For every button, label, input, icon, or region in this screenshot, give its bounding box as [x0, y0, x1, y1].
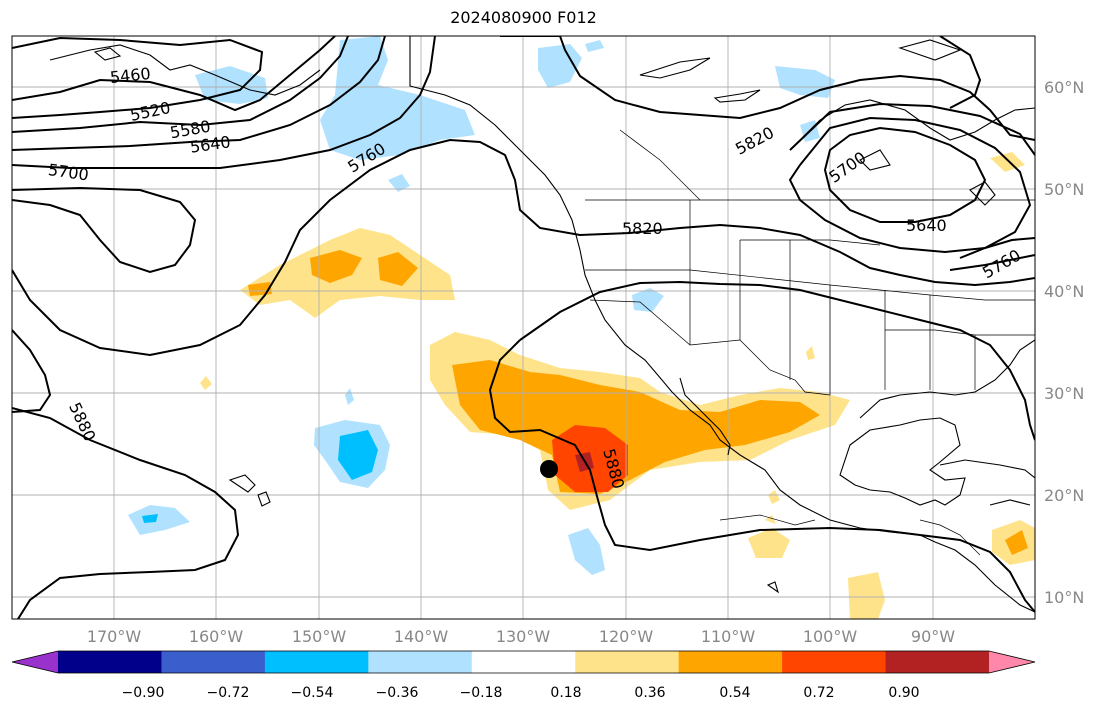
coastlines: [49, 36, 1035, 613]
lon-label: 130°W: [496, 627, 551, 646]
lon-label: 100°W: [803, 627, 858, 646]
colorbar-tick: 0.54: [719, 685, 750, 701]
colorbar-segment: [12, 651, 58, 673]
colorbar-tick: −0.54: [291, 685, 334, 701]
height-contours: [12, 36, 1035, 619]
lon-label: 90°W: [911, 627, 955, 646]
colorbar-segment: [575, 651, 680, 673]
colorbar-segment: [471, 651, 576, 673]
positive-anomaly-shading: [200, 152, 1035, 619]
colorbar-tick: −0.18: [460, 685, 503, 701]
lon-label: 160°W: [189, 627, 244, 646]
lat-label: 40°N: [1044, 282, 1084, 301]
colorbar-tick: −0.36: [376, 685, 419, 701]
colorbar-segment: [885, 651, 990, 673]
lat-label: 30°N: [1044, 384, 1084, 403]
borders: [409, 36, 1035, 556]
lat-label: 50°N: [1044, 180, 1084, 199]
map-content: 5460 5520 5580 5640 5700 5760 5820 5820 …: [12, 36, 1035, 619]
lon-label: 140°W: [394, 627, 449, 646]
lon-label: 150°W: [292, 627, 347, 646]
latitude-labels: 60°N 50°N 40°N 30°N 20°N 10°N: [1044, 78, 1084, 607]
graticule: [12, 36, 1035, 619]
colorbar-segment: [782, 651, 887, 673]
negative-anomaly-shading: [128, 36, 835, 575]
colorbar-segment: [989, 651, 1035, 673]
colorbar-segment: [678, 651, 783, 673]
lat-label: 20°N: [1044, 486, 1084, 505]
colorbar-segment: [264, 651, 369, 673]
colorbar-tick: −0.72: [207, 685, 250, 701]
colorbar-segment: [161, 651, 266, 673]
longitude-labels: 170°W 160°W 150°W 140°W 130°W 120°W 110°…: [87, 627, 955, 646]
colorbar-tick: −0.90: [122, 685, 165, 701]
colorbar-tick: 0.18: [550, 685, 581, 701]
colorbar-tick: 0.72: [803, 685, 834, 701]
contour-label: 5640: [906, 216, 947, 235]
lat-label: 60°N: [1044, 78, 1084, 97]
colorbar-segment: [368, 651, 473, 673]
colorbar-ticks: −0.90 −0.72 −0.54 −0.36 −0.18 0.18 0.36 …: [122, 685, 920, 701]
lon-label: 120°W: [599, 627, 654, 646]
lon-label: 170°W: [87, 627, 142, 646]
colorbar-tick: 0.36: [634, 685, 665, 701]
colorbar: [11, 650, 1036, 674]
lat-label: 10°N: [1044, 588, 1084, 607]
map-frame: [11, 35, 1036, 620]
colorbar-outline: [11, 650, 1036, 674]
lon-label: 110°W: [701, 627, 756, 646]
colorbar-segment: [58, 651, 162, 673]
contour-label: 5820: [622, 219, 663, 238]
map-title: 2024080900 F012: [450, 8, 597, 27]
colorbar-tick: 0.90: [888, 685, 919, 701]
contour-label: 5460: [109, 64, 151, 87]
storm-center-marker: [540, 460, 558, 478]
